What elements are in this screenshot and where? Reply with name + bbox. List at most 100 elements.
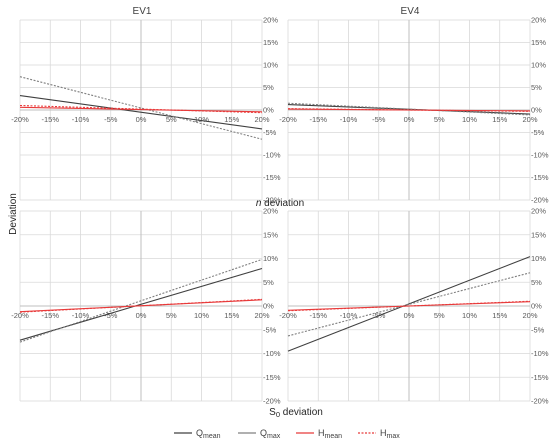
series-line-hmax	[19, 104, 263, 114]
y-tick-label: 15%	[531, 230, 546, 239]
series-line-hmax	[287, 108, 531, 112]
y-tick-label: -15%	[531, 373, 549, 382]
legend-label-hmean: Hmean	[318, 428, 342, 440]
legend-label-qmean: Qmean	[196, 428, 221, 440]
x-axis-label-top-var: n	[256, 198, 262, 209]
y-tick-label: 5%	[263, 83, 274, 92]
x-axis-label-bottom-rest: deviation	[280, 407, 323, 418]
y-tick-label: 5%	[531, 278, 542, 287]
x-tick-label: -5%	[372, 115, 386, 124]
y-tick-label: -5%	[531, 128, 545, 137]
panel-3: -20% -15% -10% -5% 0% 5% 10% 15% 20% 20% 15% 10% 5% 0…	[11, 207, 281, 406]
y-tick-label: 15%	[263, 230, 278, 239]
x-tick-label: -5%	[104, 311, 118, 320]
x-axis-label-bottom-sub: 0	[276, 410, 280, 419]
y-tick-label: 15%	[531, 38, 546, 47]
x-tick-label: -10%	[340, 115, 358, 124]
y-tick-label: -20%	[263, 397, 281, 406]
y-tick-label: -5%	[531, 325, 545, 334]
x-tick-label: 0%	[136, 311, 147, 320]
x-tick-label: 20%	[254, 311, 269, 320]
x-axis-label-bottom: S0 deviation	[269, 407, 323, 419]
panel-title-ev4: EV4	[401, 6, 420, 17]
y-tick-label: 20%	[531, 16, 546, 25]
x-tick-label: 20%	[522, 115, 537, 124]
y-tick-label: -10%	[263, 151, 281, 160]
x-tick-label: -15%	[309, 311, 327, 320]
x-tick-label: 0%	[404, 115, 415, 124]
x-tick-label: 0%	[404, 311, 415, 320]
panel-title-ev1: EV1	[133, 6, 152, 17]
y-tick-label: -5%	[263, 128, 277, 137]
y-tick-label: -15%	[263, 173, 281, 182]
y-tick-label: 0%	[263, 302, 274, 311]
legend: Qmean Qmax Hmean Hmax	[174, 428, 400, 440]
series-line-qmax	[287, 102, 531, 116]
series-line-hmax	[287, 300, 531, 312]
y-tick-label: -10%	[531, 349, 549, 358]
series-line-qmean	[19, 95, 263, 130]
y-tick-label: 10%	[531, 254, 546, 263]
series-line-qmean	[287, 104, 531, 115]
y-tick-label: 5%	[531, 83, 542, 92]
y-tick-label: 10%	[263, 61, 278, 70]
x-tick-label: -20%	[279, 115, 297, 124]
x-tick-label: -5%	[104, 115, 118, 124]
y-tick-label: 10%	[263, 254, 278, 263]
x-tick-label: -20%	[279, 311, 297, 320]
x-axis-label-top: n deviation	[256, 198, 304, 209]
x-tick-label: 20%	[254, 115, 269, 124]
y-tick-label: 10%	[531, 61, 546, 70]
x-tick-label: 10%	[194, 311, 209, 320]
legend-label-hmax: Hmax	[380, 428, 400, 440]
x-tick-label: 5%	[434, 311, 445, 320]
y-tick-label: -10%	[263, 349, 281, 358]
x-tick-label: 5%	[166, 115, 177, 124]
series-line-qmean	[287, 256, 531, 352]
x-tick-label: 15%	[492, 115, 507, 124]
panel-2: -20% -15% -10% -5% 0% 5% 10% 15% 20% 20% 15% 10% 5% 0…	[279, 16, 549, 205]
x-tick-label: -15%	[41, 311, 59, 320]
y-tick-label: 15%	[263, 38, 278, 47]
y-tick-label: -20%	[531, 196, 549, 205]
y-tick-label: 20%	[263, 16, 278, 25]
y-tick-label: 0%	[531, 302, 542, 311]
x-tick-label: -15%	[41, 115, 59, 124]
series-line-qmax	[19, 258, 263, 343]
x-tick-label: 10%	[462, 311, 477, 320]
x-tick-label: 15%	[224, 311, 239, 320]
x-axis-label-bottom-main: S	[269, 407, 276, 418]
x-tick-label: 10%	[194, 115, 209, 124]
x-tick-label: 15%	[224, 115, 239, 124]
x-tick-label: -15%	[309, 115, 327, 124]
y-tick-label: 0%	[263, 106, 274, 115]
y-tick-label: 20%	[531, 207, 546, 216]
x-tick-label: -20%	[11, 311, 29, 320]
legend-label-qmax: Qmax	[260, 428, 281, 440]
x-tick-label: -20%	[11, 115, 29, 124]
x-tick-label: 10%	[462, 115, 477, 124]
y-axis-label: Deviation	[8, 193, 19, 235]
panels: -20% -15% -10% -5% 0% 5% 10% 15% 20% 20% 15% 10% 5% 0…	[11, 16, 549, 406]
series-line-hmax	[19, 298, 263, 313]
x-tick-label: 5%	[434, 115, 445, 124]
y-tick-label: -10%	[531, 151, 549, 160]
x-tick-label: 0%	[136, 115, 147, 124]
y-tick-label: 0%	[531, 106, 542, 115]
y-tick-label: -15%	[263, 373, 281, 382]
x-tick-label: 5%	[166, 311, 177, 320]
x-tick-label: 20%	[522, 311, 537, 320]
x-tick-label: -10%	[340, 311, 358, 320]
x-tick-label: -10%	[72, 311, 90, 320]
y-tick-label: -15%	[531, 173, 549, 182]
y-tick-label: -20%	[531, 397, 549, 406]
y-tick-label: 20%	[263, 207, 278, 216]
x-axis-label-top-rest: deviation	[261, 198, 304, 209]
y-tick-label: 5%	[263, 278, 274, 287]
series-line-hmean	[19, 106, 263, 113]
panel-1: -20% -15% -10% -5% 0% 5% 10% 15% 20% 20% 15% 10% 5% 0…	[11, 16, 281, 205]
series-line-qmax	[19, 76, 263, 140]
x-tick-label: -10%	[72, 115, 90, 124]
